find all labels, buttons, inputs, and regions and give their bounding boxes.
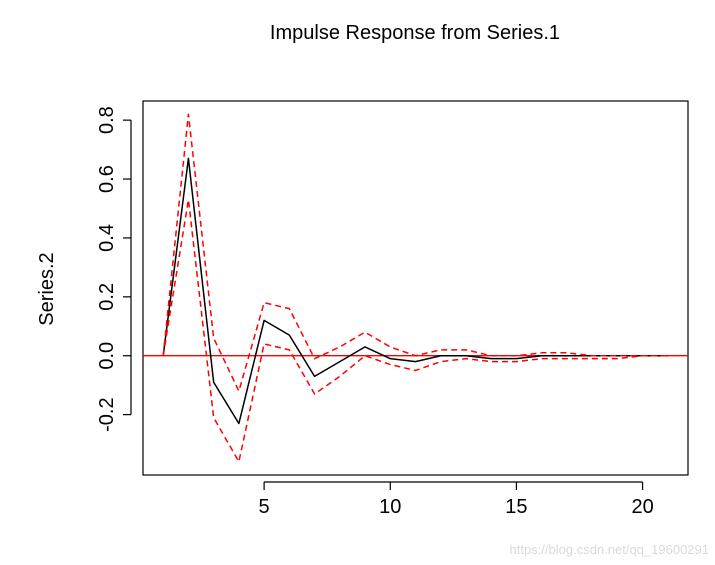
y-tick-label: 0.2: [96, 283, 118, 311]
x-tick-label: 5: [259, 496, 270, 518]
series-line-upper: [162, 113, 668, 392]
y-tick-label: 0.6: [96, 165, 118, 193]
watermark: https://blog.csdn.net/qq_19600291: [509, 542, 710, 557]
x-axis: 5 10 15 20: [259, 481, 654, 518]
series-line-lower: [162, 198, 668, 463]
x-tick-label: 10: [379, 496, 401, 518]
plot-frame: [142, 100, 689, 476]
y-tick-label: -0.2: [96, 397, 118, 431]
y-tick-label: 0.0: [96, 342, 118, 370]
y-tick-label: 0.4: [96, 224, 118, 252]
series-group: [162, 113, 668, 463]
series-line-response: [162, 157, 668, 425]
x-tick-label: 20: [631, 496, 653, 518]
x-tick-label: 15: [505, 496, 527, 518]
y-tick-label: 0.8: [96, 106, 118, 134]
y-axis-label: Series.2: [36, 252, 58, 325]
chart-title: Impulse Response from Series.1: [270, 22, 560, 44]
y-axis: -0.2 0.0 0.2 0.4 0.6 0.8: [96, 106, 132, 432]
